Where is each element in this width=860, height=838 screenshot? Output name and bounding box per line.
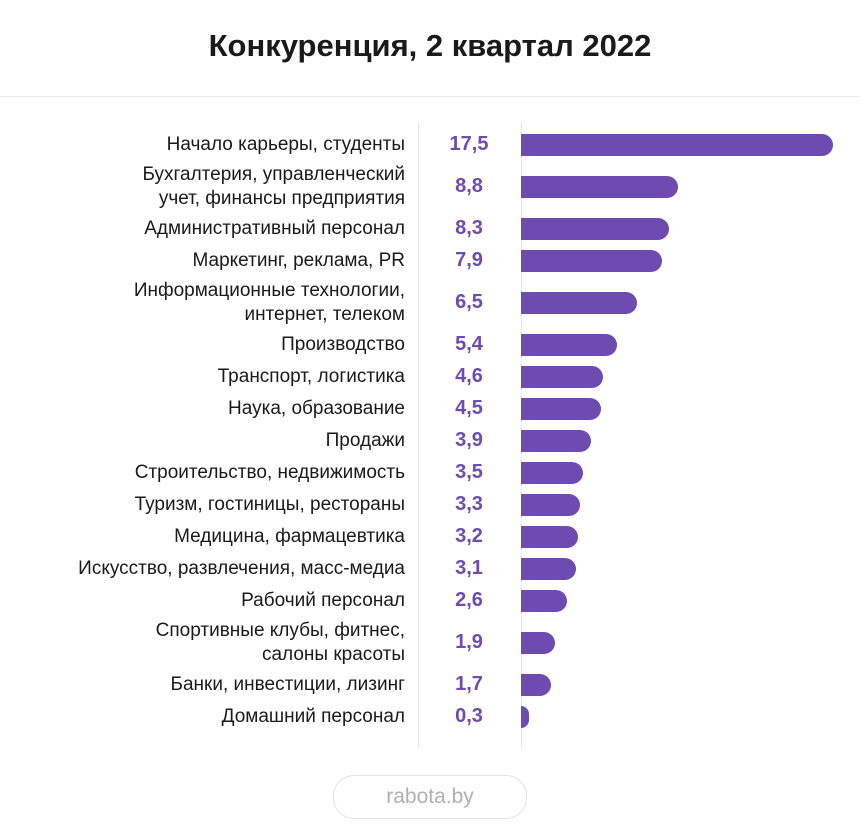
bar-row: Начало карьеры, студенты 17,5: [0, 129, 860, 161]
category-label: Маркетинг, реклама, PR: [192, 249, 405, 273]
category-label: Информационные технологии, интернет, теле…: [134, 279, 405, 327]
value-label: 0,3: [455, 705, 483, 727]
value-label: 8,3: [455, 217, 483, 239]
bar: [521, 590, 568, 612]
category-label: Рабочий персонал: [241, 589, 405, 613]
category-label-line: Спортивные клубы, фитнес,: [155, 620, 405, 641]
category-label: Бухгалтерия, управленческий учет, финансы…: [142, 163, 405, 211]
bar-row: Наука, образование 4,5: [0, 393, 860, 425]
category-label-line: Начало карьеры, студенты: [166, 134, 405, 155]
bar-row: Туризм, гостиницы, рестораны 3,3: [0, 489, 860, 521]
bar: [521, 430, 591, 452]
category-label-line: Медицина, фармацевтика: [174, 526, 405, 547]
bar-row: Спортивные клубы, фитнес, салоны красоты 1…: [0, 617, 860, 669]
category-label-line: Бухгалтерия, управленческий: [142, 164, 405, 185]
category-label-line: Маркетинг, реклама, PR: [192, 250, 405, 271]
bar: [521, 462, 584, 484]
category-label-line: Искусство, развлечения, масс-медиа: [78, 558, 405, 579]
bar: [521, 334, 618, 356]
bar: [521, 674, 552, 696]
bar: [521, 366, 603, 388]
category-label-line: Транспорт, логистика: [217, 366, 405, 387]
category-label: Туризм, гостиницы, рестораны: [135, 493, 405, 517]
value-label: 7,9: [455, 249, 483, 271]
category-label-line: Банки, инвестиции, лизинг: [170, 674, 406, 695]
category-label: Спортивные клубы, фитнес, салоны красоты: [156, 619, 405, 667]
value-label: 3,3: [455, 493, 483, 515]
bar: [521, 292, 637, 314]
value-label: 5,4: [455, 333, 483, 355]
bar-row: Производство 5,4: [0, 329, 860, 361]
value-label: 17,5: [449, 133, 489, 155]
value-label: 4,6: [455, 365, 483, 387]
bar: [521, 134, 833, 156]
bar-row: Бухгалтерия, управленческий учет, финансы…: [0, 161, 860, 213]
category-label: Домашний персонал: [222, 705, 405, 729]
bar-row: Маркетинг, реклама, PR 7,9: [0, 245, 860, 277]
bar-row: Строительство, недвижимость 3,5: [0, 457, 860, 489]
category-label-line: Продажи: [325, 430, 405, 451]
category-label-line: Строительство, недвижимость: [134, 462, 405, 483]
bar: [521, 494, 580, 516]
bar: [521, 398, 602, 420]
category-label-line: Информационные технологии,: [133, 280, 405, 301]
category-label-line: Туризм, гостиницы, рестораны: [134, 494, 405, 515]
value-label: 1,7: [455, 673, 483, 695]
value-label: 3,5: [455, 461, 483, 483]
category-label-line: Наука, образование: [228, 398, 405, 419]
category-label: Транспорт, логистика: [218, 365, 405, 389]
bar-row: Рабочий персонал 2,6: [0, 585, 860, 617]
bar-row: Домашний персонал 0,3: [0, 701, 860, 733]
category-label-line: учет, финансы предприятия: [158, 188, 405, 209]
category-label: Наука, образование: [228, 397, 405, 421]
category-label-line: Административный персонал: [144, 218, 405, 239]
bar: [521, 558, 577, 580]
bar-row: Информационные технологии, интернет, теле…: [0, 277, 860, 329]
bar: [521, 632, 555, 654]
category-label-line: Производство: [281, 334, 405, 355]
bar-row: Искусство, развлечения, масс-медиа 3,1: [0, 553, 860, 585]
category-label: Начало карьеры, студенты: [167, 133, 405, 157]
value-label: 4,5: [455, 397, 483, 419]
category-label: Административный персонал: [144, 217, 405, 241]
category-label: Производство: [281, 333, 405, 357]
value-label: 8,8: [455, 175, 483, 197]
value-label: 3,9: [455, 429, 483, 451]
value-label: 1,9: [455, 631, 483, 653]
category-label-line: интернет, телеком: [244, 304, 405, 325]
category-label: Банки, инвестиции, лизинг: [171, 673, 406, 697]
bar-row: Продажи 3,9: [0, 425, 860, 457]
category-label: Искусство, развлечения, масс-медиа: [78, 557, 405, 581]
bar: [521, 706, 529, 728]
divider: [0, 96, 860, 97]
category-label: Продажи: [326, 429, 405, 453]
category-label-line: салоны красоты: [261, 644, 405, 665]
value-label: 6,5: [455, 291, 483, 313]
bar: [521, 526, 579, 548]
category-label-line: Домашний персонал: [221, 706, 405, 727]
bar-row: Медицина, фармацевтика 3,2: [0, 521, 860, 553]
source-badge: rabota.by: [333, 775, 527, 819]
chart-title: Конкуренция, 2 квартал 2022: [208, 28, 652, 63]
value-column-line: [418, 122, 419, 747]
category-label: Медицина, фармацевтика: [174, 525, 405, 549]
category-label: Строительство, недвижимость: [135, 461, 405, 485]
category-label-line: Рабочий персонал: [241, 590, 405, 611]
bar: [521, 218, 669, 240]
value-label: 3,1: [455, 557, 483, 579]
bar-row: Административный персонал 8,3: [0, 213, 860, 245]
bar: [521, 250, 662, 272]
value-label: 2,6: [455, 589, 483, 611]
bar: [521, 176, 678, 198]
bar-row: Банки, инвестиции, лизинг 1,7: [0, 669, 860, 701]
value-label: 3,2: [455, 525, 483, 547]
bar-row: Транспорт, логистика 4,6: [0, 361, 860, 393]
